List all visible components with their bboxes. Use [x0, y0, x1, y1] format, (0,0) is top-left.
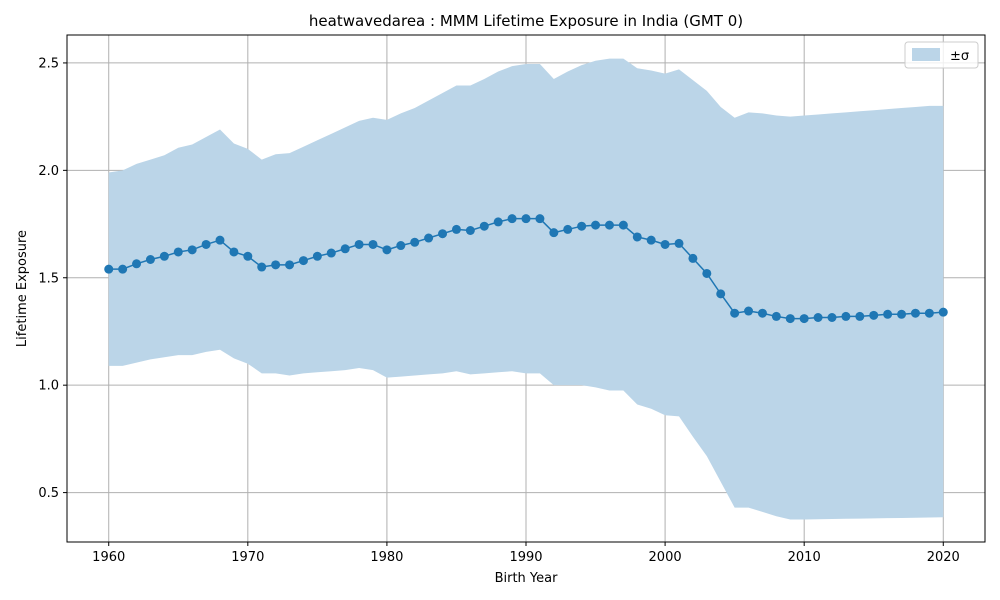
data-point: [730, 308, 740, 318]
data-point: [897, 309, 907, 319]
data-point: [368, 239, 378, 249]
data-point: [563, 224, 573, 234]
data-point: [285, 260, 295, 270]
data-point: [159, 251, 169, 261]
data-point: [549, 228, 559, 238]
legend-swatch-std-band: [912, 48, 940, 61]
x-tick-label: 2020: [927, 550, 960, 565]
chart-title: heatwavedarea : MMM Lifetime Exposure in…: [309, 12, 743, 30]
data-point: [618, 220, 628, 230]
x-tick-label: 1960: [92, 550, 125, 565]
data-point: [479, 221, 489, 231]
x-tick-label: 2010: [788, 550, 821, 565]
x-tick-label: 1990: [509, 550, 542, 565]
data-point: [869, 310, 879, 320]
data-point: [674, 238, 684, 248]
data-point: [354, 239, 364, 249]
data-point: [271, 260, 281, 270]
data-point: [604, 220, 614, 230]
legend: ±σ: [904, 41, 979, 69]
data-point: [577, 221, 587, 231]
data-point: [132, 259, 142, 269]
data-point: [855, 311, 865, 321]
data-point: [326, 248, 336, 258]
data-point: [410, 237, 420, 247]
data-point: [382, 245, 392, 255]
data-point: [507, 214, 517, 224]
data-point: [785, 314, 795, 324]
data-point: [173, 247, 183, 257]
data-point: [757, 308, 767, 318]
data-point: [938, 307, 948, 317]
data-point: [201, 239, 211, 249]
data-point: [924, 308, 934, 318]
data-point: [688, 253, 698, 263]
data-point: [312, 251, 322, 261]
data-point: [632, 232, 642, 242]
data-point: [771, 311, 781, 321]
data-point: [145, 254, 155, 264]
data-point: [243, 251, 253, 261]
y-tick-label: 2.5: [38, 56, 59, 71]
x-tick-label: 2000: [649, 550, 682, 565]
data-point: [591, 220, 601, 230]
data-point: [229, 247, 239, 257]
x-tick-label: 1980: [370, 550, 403, 565]
data-point: [465, 225, 475, 235]
std-band: [108, 58, 944, 520]
data-point: [744, 306, 754, 316]
data-point: [521, 214, 531, 224]
data-point: [340, 244, 350, 254]
data-point: [660, 239, 670, 249]
x-tick-label: 1970: [231, 550, 264, 565]
x-axis-ticks: 1960 1970 1980 1990 2000 2010 2020: [92, 542, 960, 565]
data-point: [257, 262, 267, 272]
x-axis-label: Birth Year: [495, 571, 559, 586]
y-tick-label: 1.5: [38, 271, 59, 286]
data-point: [799, 314, 809, 324]
y-tick-label: 1.0: [38, 379, 59, 394]
y-axis-label: Lifetime Exposure: [15, 230, 30, 347]
data-point: [451, 224, 461, 234]
data-point: [493, 217, 503, 227]
y-tick-label: 2.0: [38, 164, 59, 179]
std-band-layer: [108, 58, 944, 520]
data-point: [424, 233, 434, 243]
data-point: [716, 289, 726, 299]
data-point: [702, 268, 712, 278]
series-points-layer: [104, 214, 948, 324]
data-point: [187, 245, 197, 255]
data-point: [215, 235, 225, 245]
legend-label-std-band: ±σ: [950, 49, 969, 64]
data-point: [118, 264, 128, 274]
y-axis-ticks: 0.5 1.0 1.5 2.0 2.5: [38, 56, 67, 501]
data-point: [883, 309, 893, 319]
data-point: [646, 235, 656, 245]
data-point: [827, 313, 837, 323]
data-point: [396, 241, 406, 251]
data-point: [298, 256, 308, 266]
data-point: [813, 313, 823, 323]
data-point: [438, 229, 448, 239]
y-tick-label: 0.5: [38, 486, 59, 501]
data-point: [910, 308, 920, 318]
data-point: [104, 264, 114, 274]
data-point: [841, 311, 851, 321]
data-point: [535, 214, 545, 224]
